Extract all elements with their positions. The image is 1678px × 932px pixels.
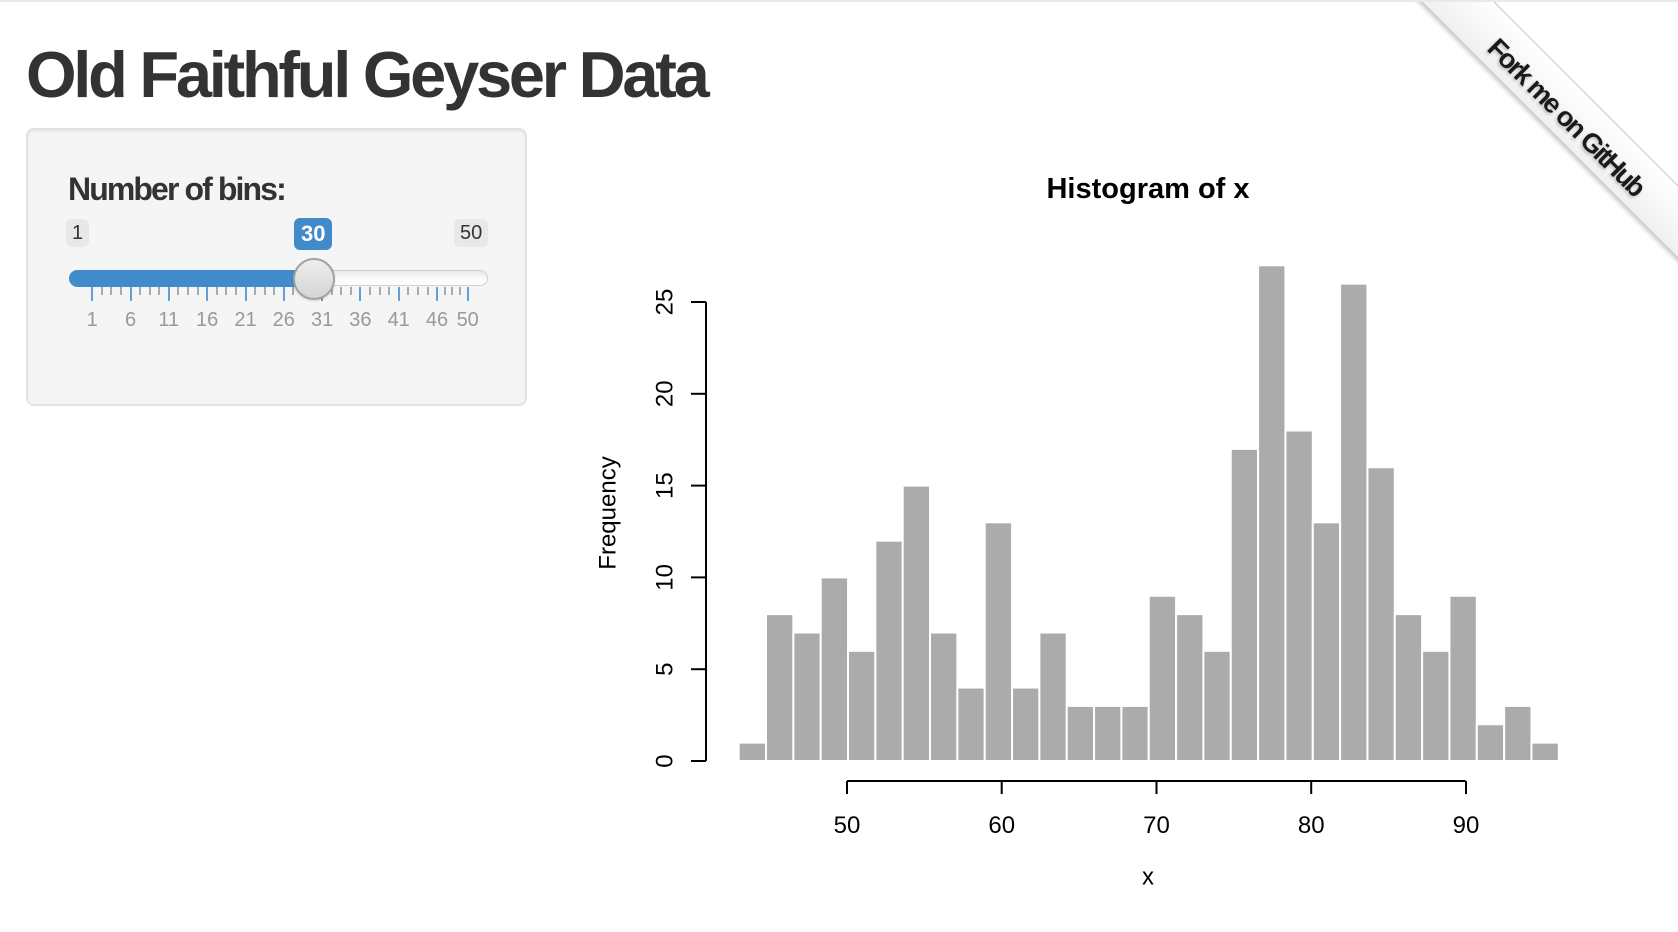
svg-text:90: 90 — [1453, 812, 1480, 839]
svg-text:60: 60 — [988, 812, 1015, 839]
svg-text:20: 20 — [652, 380, 679, 407]
svg-text:10: 10 — [652, 564, 679, 591]
svg-text:25: 25 — [652, 289, 679, 316]
svg-text:70: 70 — [1143, 812, 1170, 839]
svg-text:50: 50 — [834, 812, 861, 839]
svg-text:x: x — [1142, 864, 1154, 891]
svg-text:0: 0 — [652, 754, 679, 767]
svg-text:15: 15 — [652, 472, 679, 499]
svg-text:80: 80 — [1298, 812, 1325, 839]
svg-text:Histogram of x: Histogram of x — [1046, 173, 1249, 205]
svg-text:Frequency: Frequency — [594, 456, 621, 569]
svg-text:5: 5 — [652, 663, 679, 676]
